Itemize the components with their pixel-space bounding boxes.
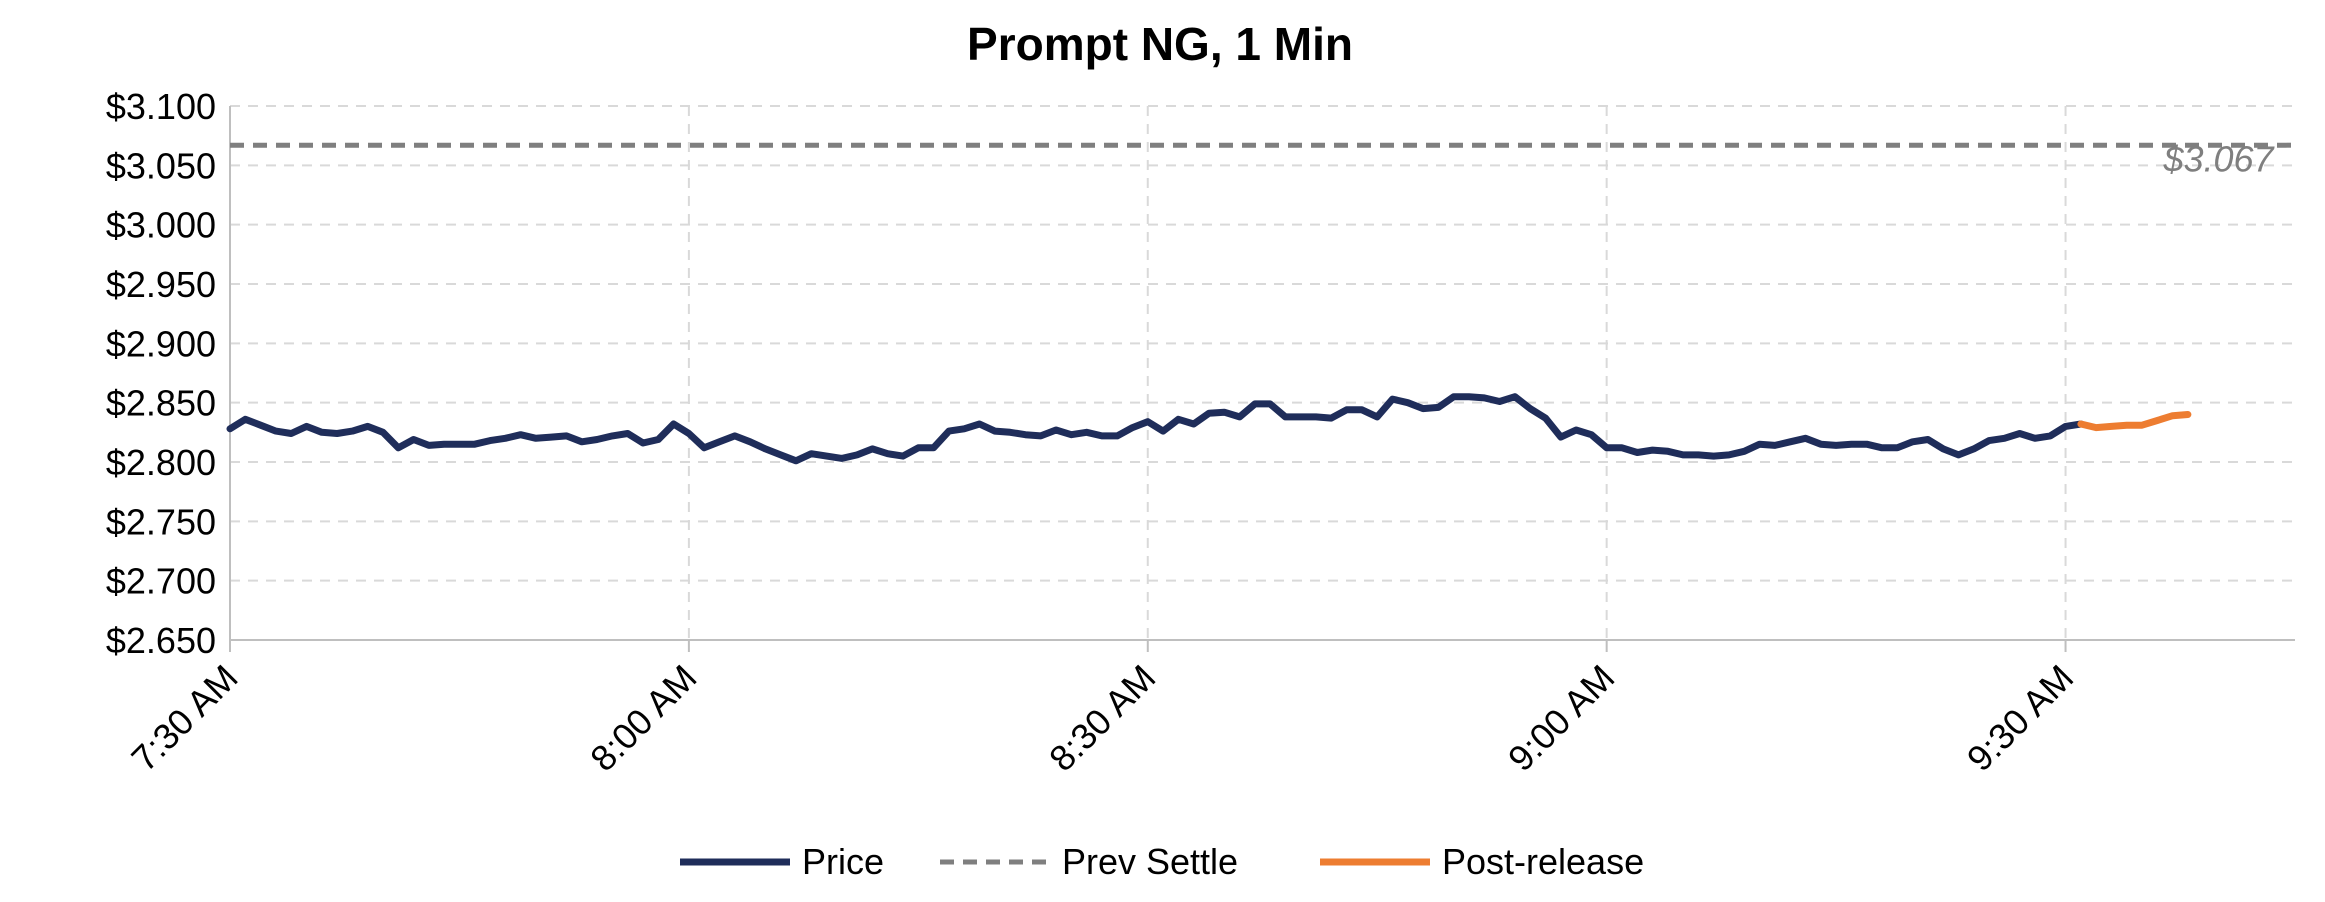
x-tick-label: 9:30 AM [1959,657,2081,779]
annotation-label: $3.067 [2162,138,2275,179]
x-tick-label: 8:00 AM [582,657,704,779]
x-axis-ticks: 7:30 AM 8:00 AM 8:30 AM 9:00 AM 9:30 AM [123,657,2081,779]
grid [229,105,2295,640]
legend-label-price: Price [802,841,884,882]
y-tick-label: $2.750 [106,501,216,542]
series-line-price [226,393,2085,465]
y-tick-label: $2.650 [106,620,216,661]
y-tick-label: $3.100 [106,86,216,127]
series [226,142,2295,465]
legend: Price Prev Settle Post-release [680,841,1644,882]
y-axis-ticks: $3.100 $3.050 $3.000 $2.950 $2.900 $2.850 $2.8… [106,86,216,661]
axes [229,106,2295,652]
y-tick-label: $2.850 [106,383,216,424]
annotations: $3.067 [2162,138,2275,179]
y-tick-label: $3.050 [106,145,216,186]
y-tick-label: $2.950 [106,264,216,305]
y-tick-label: $3.000 [106,205,216,246]
x-tick-label: 9:00 AM [1500,657,1622,779]
series-line-post-release [2077,411,2192,432]
y-tick-label: $2.700 [106,561,216,602]
legend-label-prev-settle: Prev Settle [1062,841,1238,882]
y-tick-label: $2.800 [106,442,216,483]
x-tick-label: 8:30 AM [1041,657,1163,779]
chart-title: Prompt NG, 1 Min [967,18,1353,70]
y-tick-label: $2.900 [106,323,216,364]
legend-label-post-release: Post-release [1442,841,1644,882]
x-tick-label: 7:30 AM [123,657,245,779]
